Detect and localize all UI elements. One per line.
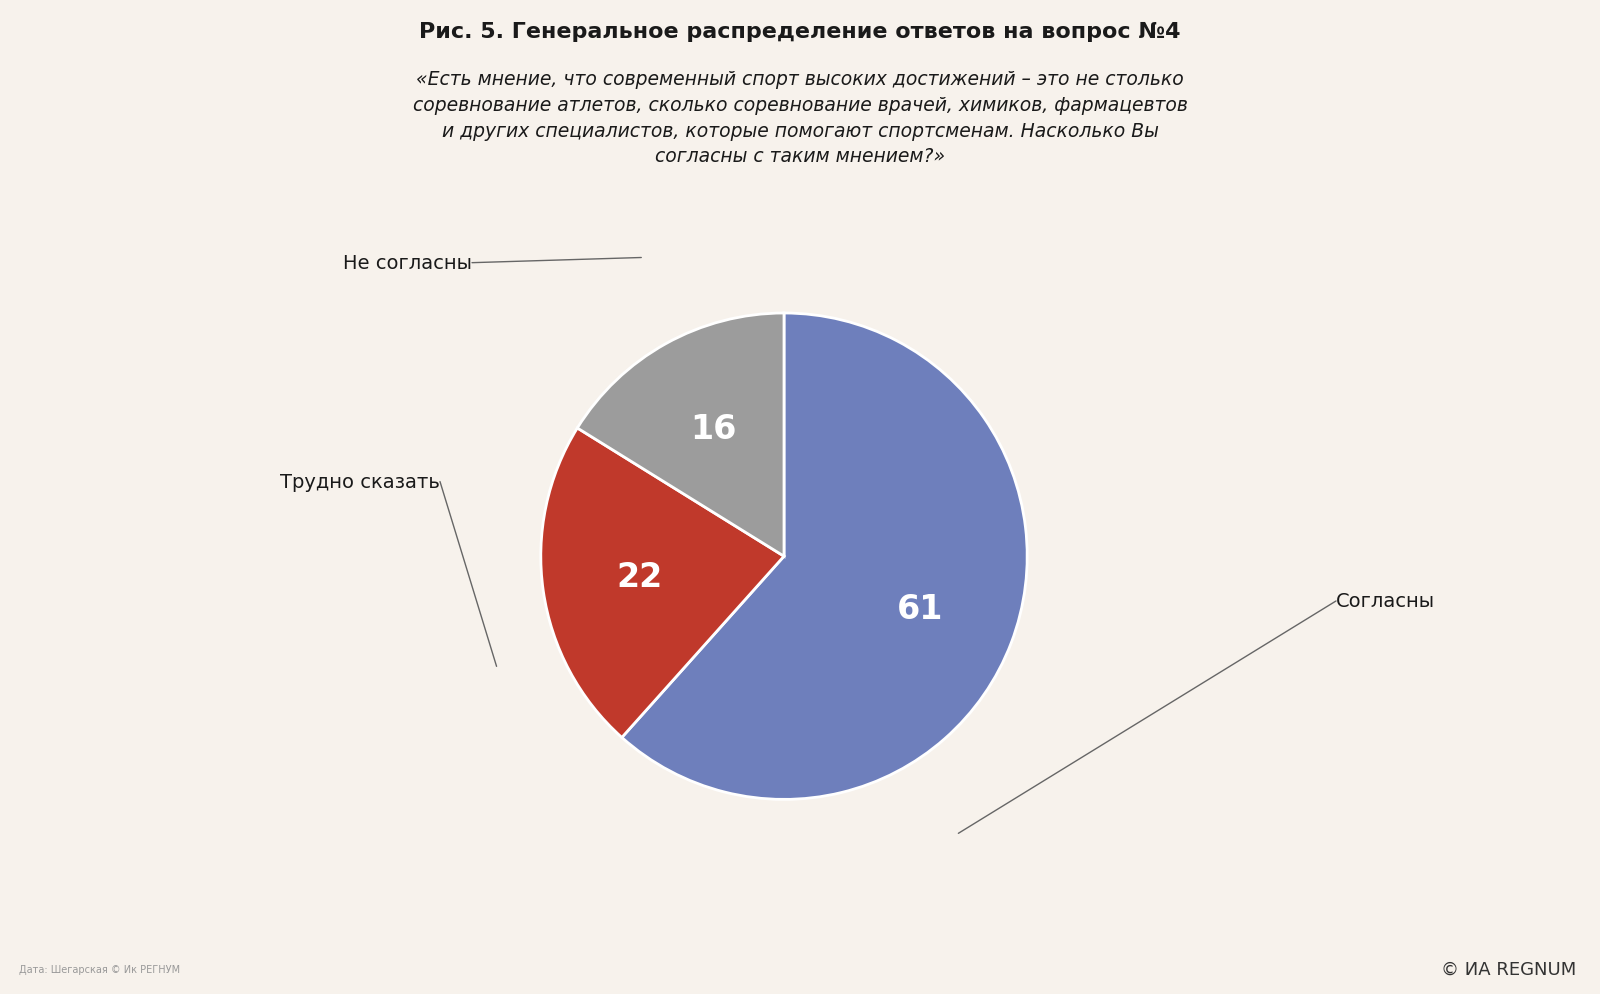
Text: 16: 16 [690, 413, 736, 445]
Text: Дата: Шегарская © Ик РЕГНУМ: Дата: Шегарская © Ик РЕГНУМ [19, 964, 181, 974]
Wedge shape [578, 314, 784, 557]
Text: © ИА REGNUM: © ИА REGNUM [1440, 960, 1576, 978]
Text: 61: 61 [898, 592, 944, 625]
Text: Рис. 5. Генеральное распределение ответов на вопрос №4: Рис. 5. Генеральное распределение ответо… [419, 22, 1181, 42]
Wedge shape [622, 314, 1027, 799]
Text: Не согласны: Не согласны [342, 253, 472, 273]
Text: «Есть мнение, что современный спорт высоких достижений – это не столько
соревнов: «Есть мнение, что современный спорт высо… [413, 70, 1187, 166]
Text: 22: 22 [616, 561, 662, 593]
Text: Трудно сказать: Трудно сказать [280, 472, 440, 492]
Wedge shape [541, 428, 784, 738]
Text: Согласны: Согласны [1336, 591, 1435, 611]
Text: «Есть мнение, что современный спорт высоких достижений – это не столько
соревнов: «Есть мнение, что современный спорт высо… [413, 70, 1187, 166]
